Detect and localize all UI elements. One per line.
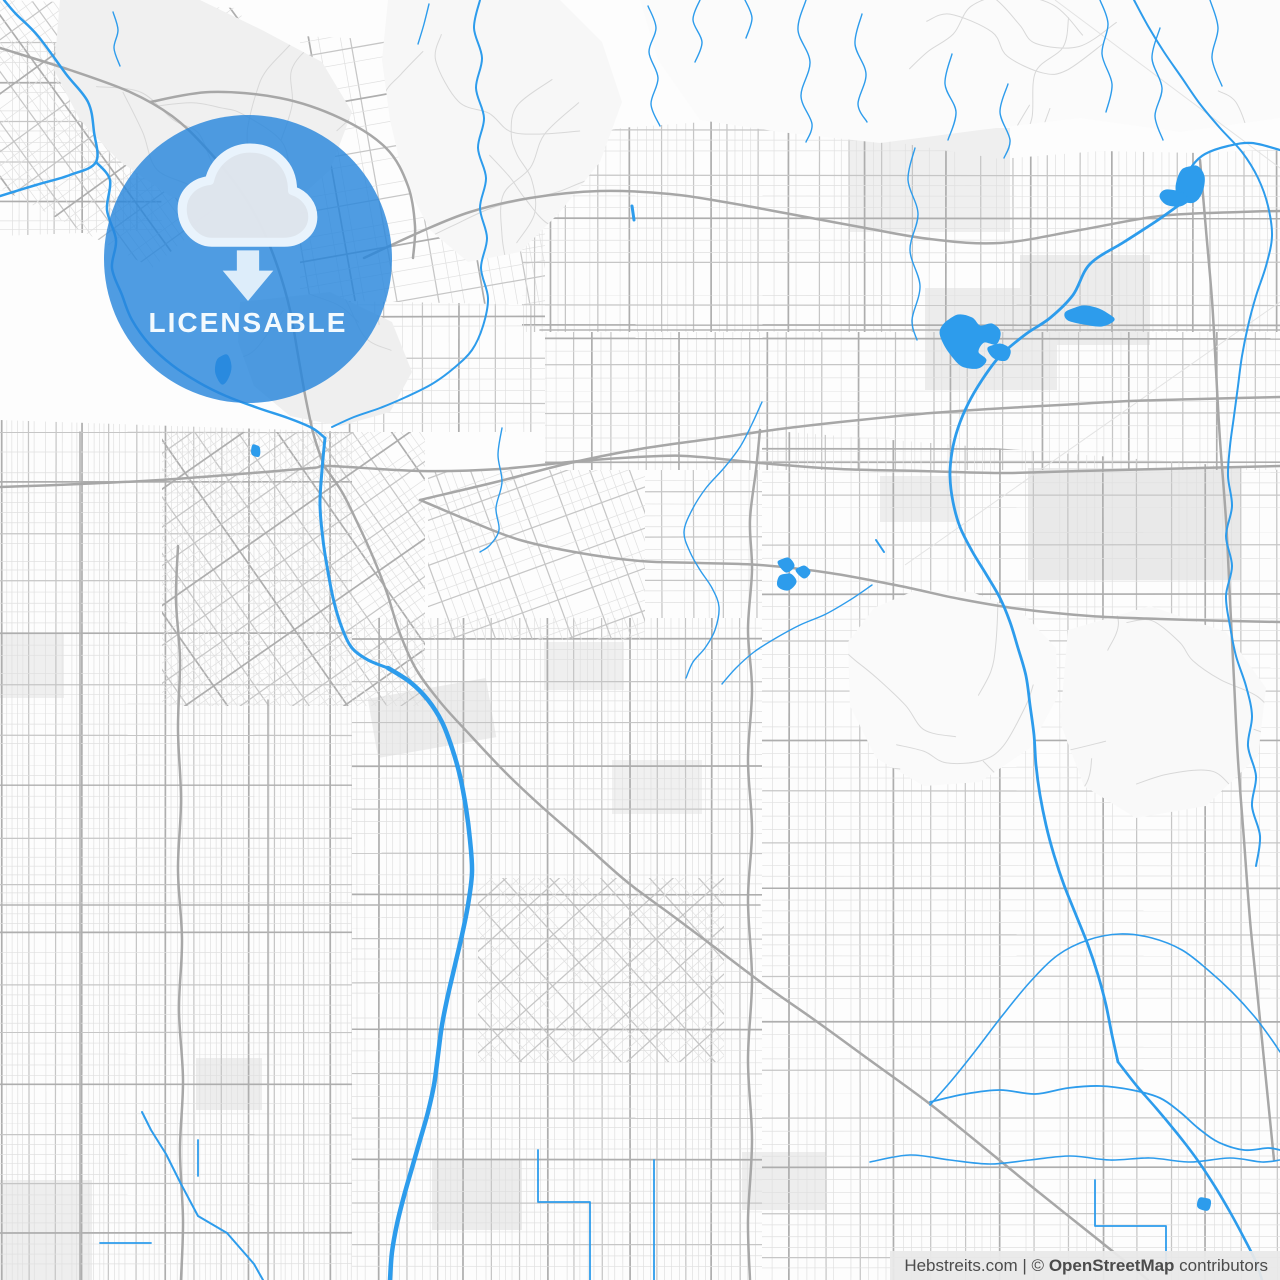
attribution-bar: Hebstreits.com | © OpenStreetMap contrib… — [890, 1251, 1280, 1280]
attribution-osm: OpenStreetMap — [1048, 1256, 1175, 1275]
attribution-suffix: contributors — [1174, 1256, 1268, 1275]
attribution-prefix: Hebstreits.com | © — [904, 1256, 1049, 1275]
cloud-shape — [177, 143, 318, 247]
cloud-download-icon — [177, 143, 318, 301]
download-arrow — [222, 250, 274, 301]
licensable-badge: LICENSABLE — [104, 115, 392, 403]
badge-label: LICENSABLE — [148, 307, 348, 338]
